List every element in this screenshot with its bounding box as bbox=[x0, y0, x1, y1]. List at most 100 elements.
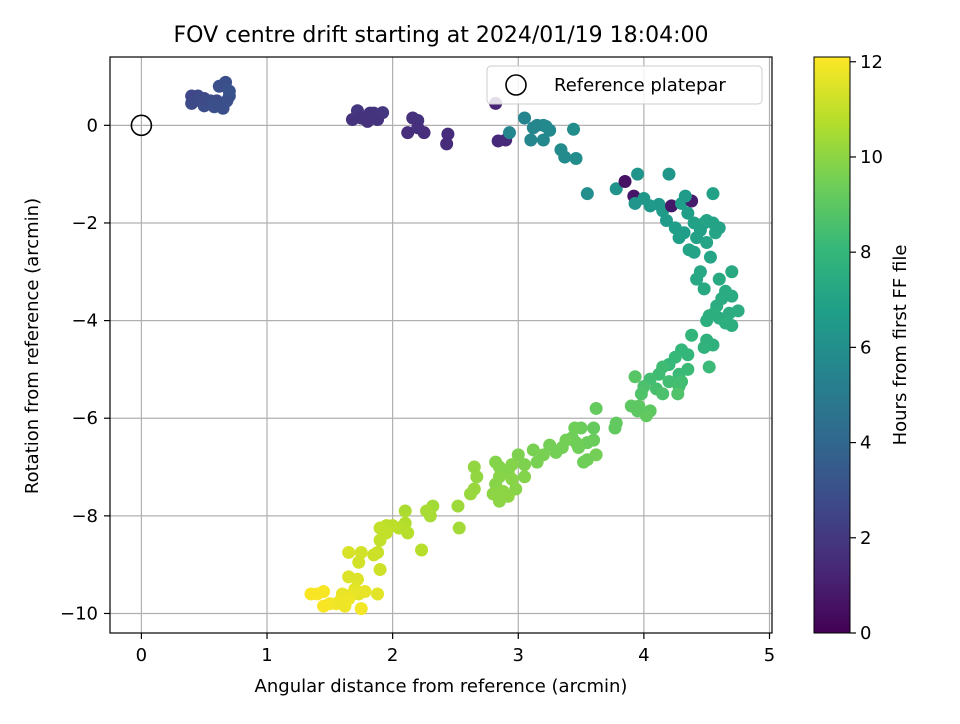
data-point bbox=[725, 289, 739, 303]
data-point bbox=[354, 545, 368, 559]
data-point bbox=[712, 221, 726, 235]
data-point bbox=[703, 250, 717, 264]
data-point bbox=[543, 438, 557, 452]
data-point bbox=[580, 187, 594, 201]
data-point bbox=[634, 387, 648, 401]
data-point bbox=[441, 127, 455, 141]
colorbar-label: Hours from first FF file bbox=[890, 245, 911, 446]
colorbar-tick-label: 4 bbox=[860, 433, 871, 454]
x-axis-label: Angular distance from reference (arcmin) bbox=[255, 676, 628, 697]
data-point bbox=[675, 375, 689, 389]
data-point bbox=[618, 174, 632, 188]
data-point bbox=[690, 231, 704, 245]
data-point bbox=[376, 106, 390, 120]
data-point bbox=[687, 245, 701, 259]
data-point bbox=[631, 167, 645, 181]
data-point bbox=[423, 509, 437, 523]
data-point bbox=[518, 111, 532, 125]
reference-platepar-marker bbox=[130, 114, 153, 137]
data-point bbox=[452, 521, 466, 535]
data-point bbox=[700, 235, 714, 249]
data-point bbox=[569, 152, 583, 166]
data-point bbox=[440, 137, 454, 151]
data-point bbox=[352, 555, 366, 569]
x-tick-label: 2 bbox=[387, 645, 398, 666]
plot-frame bbox=[109, 56, 773, 634]
data-point bbox=[193, 93, 207, 107]
data-point bbox=[530, 455, 544, 469]
data-point bbox=[363, 106, 377, 120]
data-point bbox=[317, 585, 331, 599]
data-point bbox=[373, 563, 387, 577]
y-tick-label: −10 bbox=[60, 603, 98, 624]
data-point bbox=[681, 348, 695, 362]
data-point bbox=[371, 587, 385, 601]
x-tick-label: 5 bbox=[764, 645, 775, 666]
colorbar-tick-label: 2 bbox=[860, 528, 871, 549]
data-point bbox=[354, 602, 368, 616]
data-point bbox=[401, 126, 415, 140]
data-point bbox=[467, 460, 481, 474]
legend: Reference platepar bbox=[486, 65, 763, 105]
data-point bbox=[639, 409, 653, 423]
data-point bbox=[690, 272, 704, 286]
y-tick-label: 0 bbox=[87, 115, 98, 136]
y-tick-label: −6 bbox=[71, 408, 98, 429]
legend-marker-reference bbox=[505, 74, 527, 96]
data-point bbox=[464, 487, 478, 501]
data-point bbox=[632, 399, 646, 413]
data-point bbox=[609, 182, 623, 196]
data-point bbox=[672, 231, 686, 245]
data-point bbox=[681, 206, 695, 220]
x-tick-label: 4 bbox=[638, 645, 649, 666]
data-point bbox=[671, 387, 685, 401]
data-point bbox=[662, 167, 676, 181]
data-point bbox=[518, 470, 532, 484]
data-point bbox=[567, 122, 581, 136]
data-point bbox=[350, 572, 364, 586]
data-point bbox=[342, 545, 356, 559]
data-point bbox=[220, 94, 234, 108]
colorbar-tick-label: 8 bbox=[860, 242, 871, 263]
data-point bbox=[697, 282, 711, 296]
data-point bbox=[587, 421, 601, 435]
data-point bbox=[662, 375, 676, 389]
colorbar-tick-label: 12 bbox=[860, 52, 883, 73]
y-tick-label: −4 bbox=[71, 311, 98, 332]
data-point bbox=[725, 318, 739, 332]
data-point bbox=[505, 472, 519, 486]
data-point bbox=[665, 199, 679, 213]
data-point bbox=[568, 421, 582, 435]
chart-title: FOV centre drift starting at 2024/01/19 … bbox=[174, 23, 709, 48]
data-point bbox=[470, 470, 484, 484]
data-point bbox=[304, 587, 318, 601]
colorbar bbox=[813, 56, 851, 634]
data-point bbox=[725, 265, 739, 279]
data-point bbox=[317, 599, 331, 613]
data-point bbox=[486, 487, 500, 501]
data-point bbox=[707, 306, 721, 320]
data-point bbox=[518, 458, 532, 472]
x-tick-label: 3 bbox=[513, 645, 524, 666]
data-point bbox=[608, 421, 622, 435]
y-axis-label: Rotation from reference (arcmin) bbox=[22, 198, 43, 494]
data-point bbox=[379, 526, 393, 540]
x-tick-label: 0 bbox=[136, 645, 147, 666]
data-point bbox=[712, 272, 726, 286]
colorbar-tick-label: 10 bbox=[860, 147, 883, 168]
legend-label-reference: Reference platepar bbox=[554, 75, 726, 96]
data-point bbox=[411, 121, 425, 135]
data-point bbox=[415, 543, 429, 557]
data-point bbox=[511, 448, 525, 462]
data-point bbox=[489, 455, 503, 469]
data-point bbox=[207, 100, 221, 114]
data-point bbox=[558, 150, 572, 164]
data-point bbox=[222, 84, 236, 98]
data-point bbox=[659, 214, 673, 228]
data-point bbox=[656, 387, 670, 401]
data-point bbox=[678, 189, 692, 203]
y-tick-label: −8 bbox=[71, 506, 98, 527]
data-point bbox=[731, 304, 745, 318]
